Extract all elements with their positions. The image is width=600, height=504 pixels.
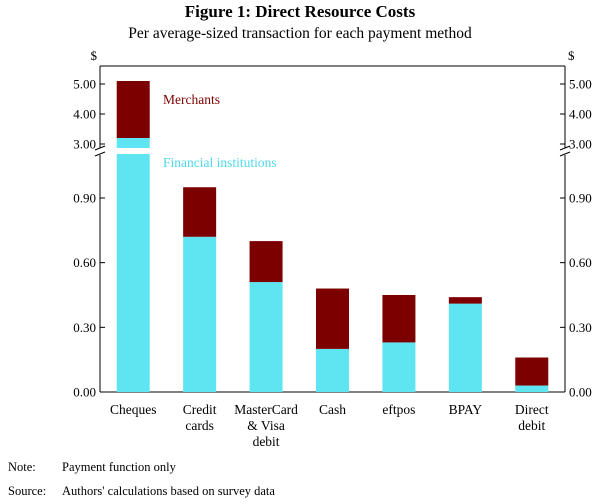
bar-financial-institutions (382, 342, 416, 392)
annotation-merchants: Merchants (163, 92, 220, 107)
category-label: cards (185, 418, 213, 433)
tick-label-right: 0.30 (569, 320, 592, 335)
footnote-source-label: Source: (8, 484, 47, 498)
chart-title: Figure 1: Direct Resource Costs (185, 2, 416, 21)
tick-label-right: 4.00 (569, 107, 592, 122)
footnote-note: Note: Payment function only (8, 460, 176, 475)
axis-break-left (94, 145, 106, 157)
bar-merchants (249, 241, 283, 283)
category-label: BPAY (449, 402, 483, 417)
tick-label-left: 0.90 (73, 191, 96, 206)
bar-merchants (116, 81, 150, 138)
category-label: eftpos (382, 402, 415, 417)
category-label: Credit (183, 402, 217, 417)
category-label: Cheques (110, 402, 157, 417)
bar-merchants (448, 297, 482, 304)
footnote-note-text: Payment function only (62, 460, 176, 474)
bar-merchants (316, 288, 349, 349)
tick-label-right: 0.00 (569, 385, 592, 400)
bar-merchants (183, 187, 217, 237)
category-label: Cash (319, 402, 346, 417)
tick-label-right: 5.00 (569, 77, 592, 92)
tick-label-left: 0.30 (73, 320, 96, 335)
tick-label-left: 5.00 (73, 77, 96, 92)
plot-area: 0.00 0.00 0.30 0.30 0.60 0.60 0.90 0.90 3.00 3.00… (73, 65, 592, 449)
bar-merchants (515, 357, 549, 386)
bar-financial-institutions (316, 348, 349, 392)
footnote-source: Source: Authors' calculations based on su… (8, 484, 275, 499)
category-label: MasterCard (234, 402, 298, 417)
tick-label-left: 4.00 (73, 107, 96, 122)
tick-label-right: 0.60 (569, 255, 592, 270)
tick-label-left: 3.00 (73, 137, 96, 152)
annotation-financial-institutions: Financial institutions (163, 155, 277, 170)
tick-label-right: 0.90 (569, 191, 592, 206)
bar-financial-institutions (448, 303, 482, 392)
chart: Figure 1: Direct Resource Costs Per aver… (73, 2, 592, 449)
bar-financial-institutions (249, 282, 283, 392)
unit-label-right: $ (568, 48, 575, 63)
bar-financial-institutions (116, 138, 150, 148)
tick-label-left: 0.00 (73, 385, 96, 400)
tick-label-right: 3.00 (569, 137, 592, 152)
footnote-source-text: Authors' calculations based on survey da… (62, 484, 275, 498)
bar-financial-institutions (183, 236, 217, 392)
axis-break-right (559, 145, 571, 157)
category-label: Direct (515, 402, 549, 417)
chart-subtitle: Per average-sized transaction for each p… (128, 25, 472, 42)
tick-label-left: 0.60 (73, 255, 96, 270)
category-label: & Visa (247, 418, 285, 433)
bar-financial-institutions (116, 154, 150, 392)
bar-financial-institutions (515, 385, 549, 392)
bar-merchants (382, 295, 416, 343)
footnote-note-label: Note: (8, 460, 36, 474)
category-label: debit (253, 434, 280, 449)
unit-label-left: $ (91, 48, 98, 63)
category-label: debit (518, 418, 545, 433)
